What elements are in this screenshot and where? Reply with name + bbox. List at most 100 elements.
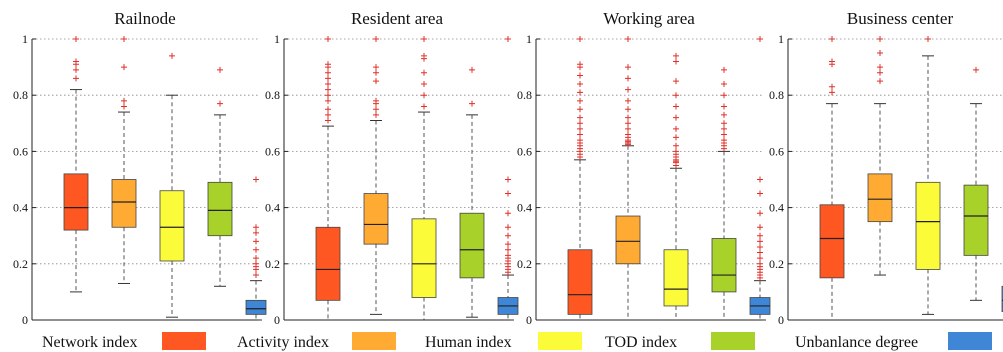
panel-1: 0 0.2 0.4 0.6 0.8 1 Resident area [265,9,519,327]
outlier-point [421,92,427,99]
box-network-index [567,36,593,321]
outlier-point [625,36,631,42]
y-tick-label: 1 [274,32,280,46]
y-tick-label: 1 [22,32,28,46]
outlier-point [877,64,883,71]
outlier-point [421,52,427,59]
legend-swatch [352,332,396,350]
outlier-point [577,131,583,138]
outlier-point [673,148,679,155]
outlier-point [625,114,631,121]
panel-3: 0 0.2 0.4 0.6 0.8 1 Business center [769,9,1003,327]
outlier-point [757,36,763,42]
outlier-point [373,111,379,118]
y-tick-label: 0.6 [517,144,532,158]
legend-label: TOD index [605,334,677,351]
y-tick-label: 1 [526,32,532,46]
legend-label: Network index [42,334,138,351]
outlier-point [577,137,583,144]
outlier-point [721,80,727,87]
outlier-point [325,69,331,76]
outlier-point [625,106,631,113]
outlier-point [505,210,511,217]
iqr-box [567,249,593,315]
outlier-point [625,131,631,138]
outlier-point [469,66,475,73]
legend-item: Human index [425,332,582,351]
iqr-box [963,184,989,256]
box-activity-index [111,36,137,284]
iqr-box [63,173,89,231]
box-activity-index [867,36,893,276]
outlier-point [577,72,583,79]
outlier-point [625,86,631,93]
outlier-point [373,97,379,104]
outlier-point [325,61,331,68]
outlier-point [925,36,931,42]
iqr-box [819,204,845,279]
panel-title: Railnode [114,9,175,28]
outlier-point [73,58,79,65]
outlier-point [577,114,583,121]
panel-0: 0 0.2 0.4 0.6 0.8 1 Railnode [13,9,267,327]
box-tod-index [207,66,233,287]
box-activity-index [615,36,641,321]
outlier-point [325,117,331,124]
legend-item: Activity index [237,332,396,351]
iqr-box [615,215,641,265]
outlier-point [325,92,331,99]
outlier-point [673,52,679,59]
legend-item: Unbanlance degree [795,332,992,351]
outlier-point [721,120,727,127]
box-human-index [915,36,941,315]
outlier-point [505,224,511,231]
outlier-point [253,229,259,236]
outlier-point [673,134,679,141]
y-tick-label: 0.8 [265,88,280,102]
outlier-point [577,61,583,68]
outlier-point [577,89,583,96]
outlier-point [169,52,175,59]
outlier-point [253,224,259,231]
box-human-index [411,36,437,321]
outlier-point [757,243,763,250]
outlier-point [469,100,475,107]
outlier-point [625,125,631,132]
outlier-point [217,100,223,107]
outlier-point [421,103,427,110]
outlier-point [505,36,511,42]
y-tick-label: 0.6 [265,144,280,158]
outlier-point [373,106,379,113]
legend-swatch [711,332,755,350]
box-tod-index [459,66,485,318]
box-tod-index [711,66,737,321]
y-tick-label: 0 [22,313,28,327]
outlier-point [673,92,679,99]
outlier-point [325,75,331,82]
legend-swatch [162,332,206,350]
outlier-point [253,238,259,245]
outlier-point [757,190,763,197]
outlier-point [505,241,511,248]
legend-item: TOD index [605,332,755,351]
outlier-point [253,246,259,253]
outlier-point [757,255,763,262]
y-tick-label: 1 [778,32,784,46]
legend: Network index Activity index Human index TO… [42,332,992,351]
outlier-point [373,69,379,76]
outlier-point [673,103,679,110]
box-human-index [159,52,185,318]
y-tick-label: 0.6 [13,144,28,158]
outlier-point [877,78,883,85]
y-tick-label: 0.8 [769,88,784,102]
outlier-point [505,176,511,183]
y-tick-label: 0.2 [769,257,784,271]
outlier-point [505,232,511,239]
iqr-box [159,190,185,262]
outlier-point [505,252,511,259]
outlier-point [421,69,427,76]
outlier-point [877,69,883,76]
outlier-point [829,58,835,65]
iqr-box [111,179,137,228]
panel-2: 0 0.2 0.4 0.6 0.8 1 Working area [517,9,771,327]
